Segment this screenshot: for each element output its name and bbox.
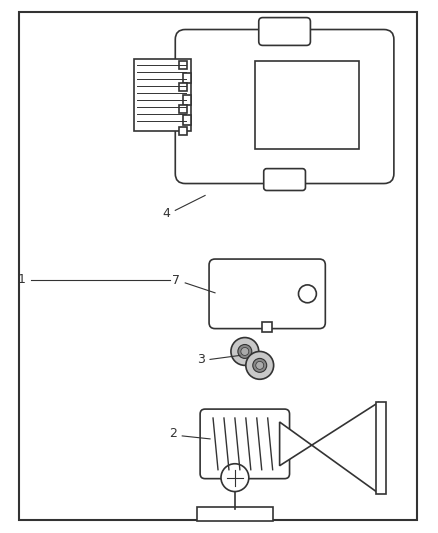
FancyBboxPatch shape <box>209 259 325 329</box>
FancyBboxPatch shape <box>175 29 394 183</box>
FancyBboxPatch shape <box>259 18 311 45</box>
Bar <box>183 95 191 105</box>
Bar <box>179 61 187 69</box>
Circle shape <box>221 464 249 491</box>
Text: 7: 7 <box>172 274 180 287</box>
Text: 2: 2 <box>170 427 177 440</box>
Bar <box>376 402 386 494</box>
Circle shape <box>253 358 267 373</box>
FancyBboxPatch shape <box>200 409 290 479</box>
Circle shape <box>256 361 264 369</box>
Circle shape <box>231 337 259 365</box>
Text: 3: 3 <box>197 353 205 366</box>
Text: 1: 1 <box>18 273 25 286</box>
Bar <box>183 115 191 125</box>
Polygon shape <box>279 402 379 494</box>
Bar <box>262 321 272 332</box>
Bar <box>183 73 191 83</box>
Circle shape <box>246 351 274 379</box>
Text: 4: 4 <box>162 207 170 220</box>
FancyBboxPatch shape <box>264 168 305 190</box>
Bar <box>197 507 273 521</box>
Bar <box>255 61 359 149</box>
Circle shape <box>241 348 249 356</box>
Bar <box>179 105 187 113</box>
Bar <box>134 59 191 131</box>
Bar <box>179 83 187 91</box>
Bar <box>179 127 187 135</box>
Circle shape <box>238 344 252 358</box>
Circle shape <box>298 285 316 303</box>
